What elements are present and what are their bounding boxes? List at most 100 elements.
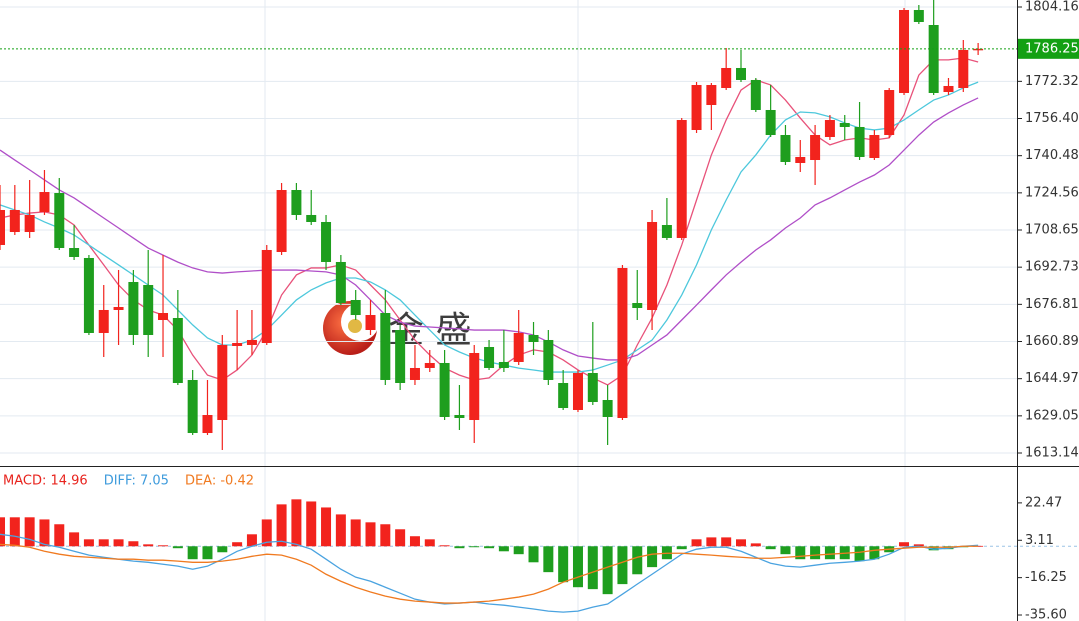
candle-body [632, 303, 643, 309]
candle-body [24, 214, 35, 233]
macd-bar [0, 517, 5, 547]
macd-bar [899, 542, 910, 547]
candle-body [98, 309, 109, 333]
candle-body [676, 120, 687, 238]
macd-bar [143, 544, 154, 547]
current-price-label: 1786.25 [1025, 41, 1079, 56]
macd-bar [795, 546, 806, 560]
macd-bar [202, 546, 213, 560]
candle-body [913, 9, 924, 22]
candle-body [736, 67, 746, 80]
price-panel: 1804.16 1772.32 1756.40 1740.48 1724.56 1708.… [0, 0, 1079, 460]
candle-body [647, 221, 658, 310]
candle-body [232, 343, 243, 346]
macd-bar [232, 542, 243, 547]
y-tick-label: 3.11 [1025, 533, 1054, 548]
candle-body [409, 367, 420, 380]
candle-body [899, 9, 910, 93]
candle-body [128, 281, 139, 335]
candle-body [824, 120, 835, 138]
y-tick-label: 22.47 [1025, 495, 1062, 510]
candle-body [424, 362, 435, 368]
candle-body [69, 248, 80, 257]
macd-bar [632, 546, 643, 575]
y-tick-label: 1724.56 [1025, 185, 1079, 200]
macd-bar [454, 546, 465, 549]
macd-bar [765, 546, 776, 550]
macd-bar [172, 546, 183, 549]
macd-bar [128, 541, 139, 547]
macd-bar [706, 537, 717, 547]
macd-bar [750, 543, 761, 547]
candle-body [750, 79, 761, 110]
candle-body [795, 156, 806, 163]
macd-bar [602, 546, 613, 595]
candle-body [572, 373, 583, 410]
macd-bar [246, 534, 257, 547]
candle-body [513, 332, 524, 362]
candle-body [187, 379, 198, 434]
macd-bar [69, 532, 80, 547]
y-tick-label: 1740.48 [1025, 148, 1079, 163]
macd-bar [321, 507, 332, 547]
candle-body [39, 192, 50, 212]
candle-body [439, 362, 450, 417]
candle-body [217, 344, 228, 421]
candle-body [661, 225, 672, 238]
macd-bar [261, 519, 272, 547]
macd-bar [810, 546, 821, 560]
macd-bar [469, 546, 480, 548]
candle-body [335, 261, 346, 304]
candle-body [780, 134, 791, 162]
macd-bar [217, 546, 228, 553]
candle-body [691, 85, 702, 131]
macd-bar [572, 546, 583, 588]
candle-body [395, 329, 406, 383]
macd-bar [869, 546, 880, 560]
moving-average-line [0, 57, 979, 386]
macd-bar [395, 529, 406, 547]
candle-body [498, 361, 509, 368]
candle-body [321, 221, 332, 262]
candle-body [9, 209, 20, 233]
candle-body [943, 85, 954, 92]
macd-bar [306, 501, 317, 547]
macd-bar [676, 546, 687, 550]
candle-body [158, 313, 169, 321]
macd-bar [913, 544, 924, 547]
macd-bar [513, 546, 524, 555]
candle-body [558, 382, 569, 409]
candle-body [617, 267, 628, 418]
macd-bar [98, 539, 109, 547]
candle-body [543, 339, 554, 380]
diff-line [0, 533, 979, 613]
y-tick-label: 1613.14 [1025, 445, 1079, 460]
legend-entry: MACD: 14.96 [3, 474, 88, 489]
candle-body [380, 313, 391, 380]
candle-body [587, 373, 598, 403]
macd-bar [780, 546, 791, 555]
candle-body [261, 249, 272, 344]
candle-body [83, 257, 94, 333]
macd-bar [365, 522, 376, 547]
y-tick-label: 1629.05 [1025, 408, 1079, 423]
macd-panel: 22.47 3.11 -16.25 -35.60 MACD: 14.96 DIFF: 7.… [0, 474, 1079, 621]
candle-body [202, 415, 213, 434]
macd-bar [647, 546, 658, 568]
macd-bar [113, 539, 124, 547]
macd-bar [824, 546, 835, 560]
candle-body [469, 352, 480, 421]
candle-body [365, 315, 376, 330]
candle-body [810, 134, 821, 161]
logo-dot [348, 319, 362, 333]
candle-body [454, 415, 465, 418]
macd-bar [24, 517, 35, 547]
macd-bar [854, 546, 865, 562]
macd-bar [587, 546, 598, 590]
y-tick-label: -35.60 [1025, 608, 1067, 621]
candle-body [306, 214, 317, 222]
candle-body [958, 49, 969, 88]
macd-bar [158, 545, 169, 547]
candle-body [172, 317, 183, 383]
